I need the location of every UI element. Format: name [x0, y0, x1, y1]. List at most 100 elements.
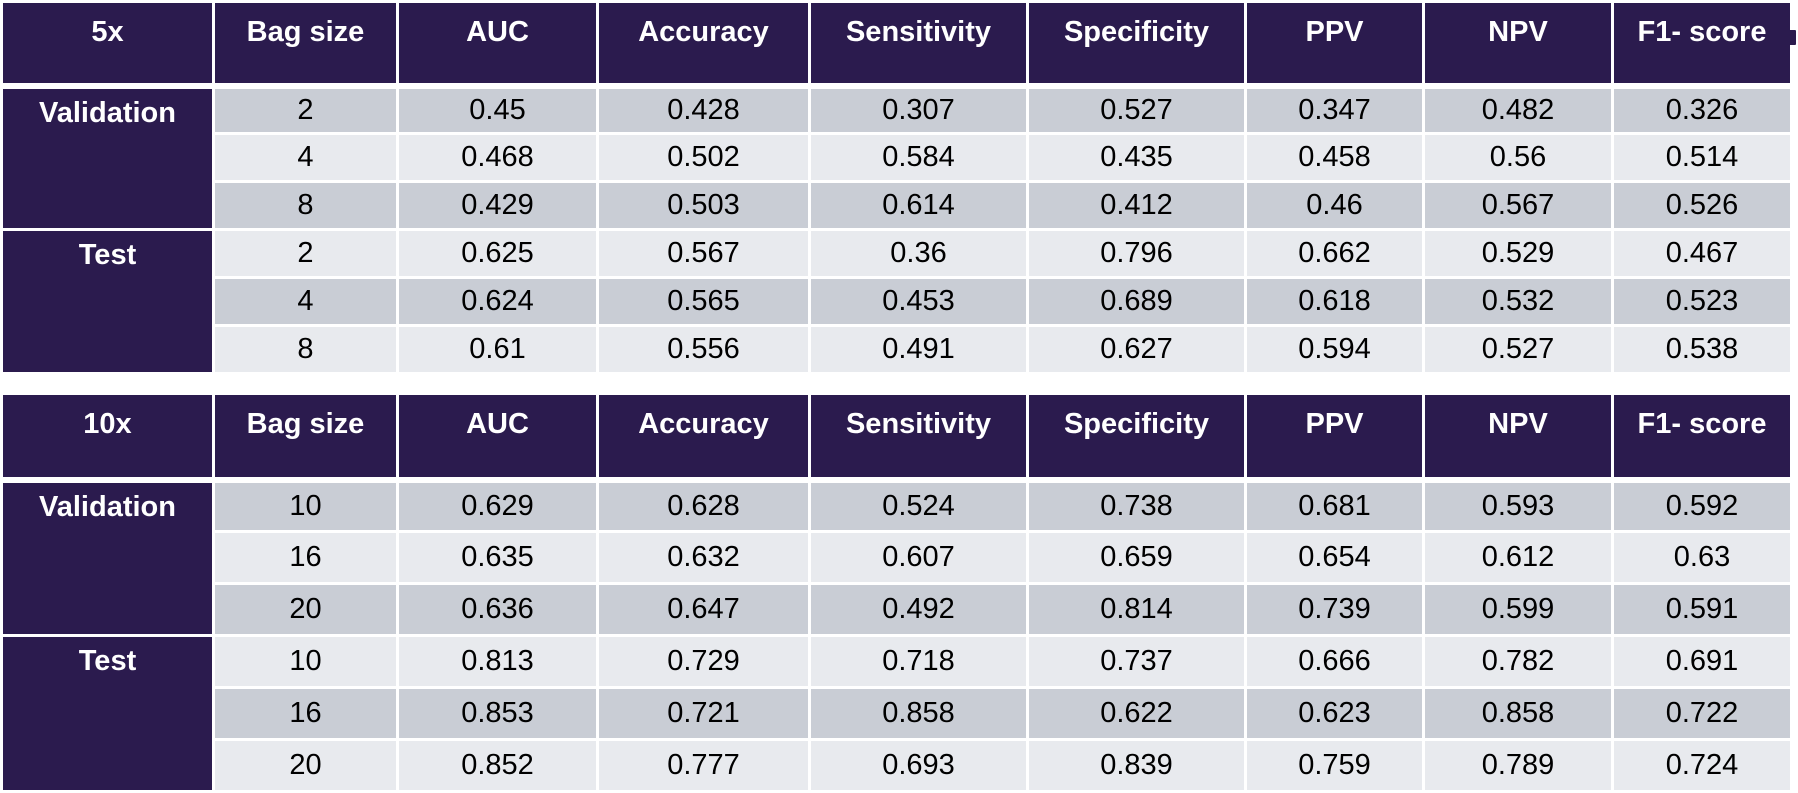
cell-npv: 0.782: [1422, 634, 1614, 689]
metrics-table-5x: 5x Bag size AUC Accuracy Sensitivity Spe…: [0, 0, 1793, 375]
cell-npv: 0.858: [1422, 686, 1614, 741]
cell-sensitivity: 0.492: [808, 582, 1029, 637]
cell-auc: 0.45: [396, 84, 599, 135]
cell-specificity: 0.622: [1026, 686, 1247, 741]
cell-accuracy: 0.502: [596, 132, 811, 183]
cell-bag-size: 4: [212, 132, 399, 183]
cell-sensitivity: 0.453: [808, 276, 1029, 327]
cell-bag-size: 16: [212, 530, 399, 585]
cell-ppv: 0.681: [1244, 478, 1425, 533]
cell-sensitivity: 0.607: [808, 530, 1029, 585]
col-header-f1-score: F1- score: [1611, 0, 1793, 89]
cell-auc: 0.629: [396, 478, 599, 533]
col-header-auc: AUC: [396, 0, 599, 89]
cell-specificity: 0.435: [1026, 132, 1247, 183]
cell-specificity: 0.738: [1026, 478, 1247, 533]
cell-sensitivity: 0.614: [808, 180, 1029, 231]
cell-auc: 0.635: [396, 530, 599, 585]
cell-bag-size: 8: [212, 324, 399, 375]
table-row: Validation 10 0.629 0.628 0.524 0.738 0.…: [0, 478, 1793, 637]
table-label: 10x: [0, 392, 215, 483]
group-label-test: Test: [0, 228, 215, 375]
cell-sensitivity: 0.584: [808, 132, 1029, 183]
table-row: 16 0.635 0.632 0.607 0.659 0.654 0.612 0…: [2, 530, 1793, 585]
cell-sensitivity: 0.693: [808, 738, 1029, 793]
col-header-ppv: PPV: [1244, 392, 1425, 483]
cell-auc: 0.625: [396, 228, 599, 279]
col-header-bag-size: Bag size: [212, 0, 399, 89]
cell-f1-score: 0.724: [1611, 738, 1793, 793]
cell-bag-size: 4: [212, 276, 399, 327]
cell-npv: 0.612: [1422, 530, 1614, 585]
cell-npv: 0.593: [1422, 478, 1614, 533]
cell-bag-size: 20: [212, 582, 399, 637]
col-header-sensitivity: Sensitivity: [808, 392, 1029, 483]
cell-f1-score: 0.63: [1611, 530, 1793, 585]
cell-auc: 0.813: [396, 634, 599, 689]
cell-f1-score: 0.514: [1611, 132, 1793, 183]
col-header-sensitivity: Sensitivity: [808, 0, 1029, 89]
col-header-f1-score: F1- score: [1611, 392, 1793, 483]
table-row: 16 0.853 0.721 0.858 0.622 0.623 0.858 0…: [2, 686, 1793, 741]
tables-divider-space: [0, 375, 1798, 392]
cell-f1-score: 0.526: [1611, 180, 1793, 231]
table-row: 4 0.624 0.565 0.453 0.689 0.618 0.532 0.…: [2, 276, 1793, 327]
cell-f1-score: 0.523: [1611, 276, 1793, 327]
cell-sensitivity: 0.36: [808, 228, 1029, 279]
cell-specificity: 0.737: [1026, 634, 1247, 689]
cell-specificity: 0.814: [1026, 582, 1247, 637]
cell-accuracy: 0.721: [596, 686, 811, 741]
table-row: 8 0.429 0.503 0.614 0.412 0.46 0.567 0.5…: [2, 180, 1793, 231]
cell-auc: 0.853: [396, 686, 599, 741]
cell-accuracy: 0.632: [596, 530, 811, 585]
table-row: 4 0.468 0.502 0.584 0.435 0.458 0.56 0.5…: [2, 132, 1793, 183]
table-row: 20 0.852 0.777 0.693 0.839 0.759 0.789 0…: [2, 738, 1793, 793]
cell-npv: 0.567: [1422, 180, 1614, 231]
cell-f1-score: 0.592: [1611, 478, 1793, 533]
cropped-edge-fragment: [1789, 30, 1796, 45]
cell-ppv: 0.618: [1244, 276, 1425, 327]
cell-ppv: 0.594: [1244, 324, 1425, 375]
cell-auc: 0.624: [396, 276, 599, 327]
cell-npv: 0.529: [1422, 228, 1614, 279]
col-header-npv: NPV: [1422, 392, 1614, 483]
cell-accuracy: 0.777: [596, 738, 811, 793]
cell-auc: 0.468: [396, 132, 599, 183]
group-label-test: Test: [0, 634, 215, 793]
col-header-bag-size: Bag size: [212, 392, 399, 483]
cell-f1-score: 0.467: [1611, 228, 1793, 279]
cell-specificity: 0.839: [1026, 738, 1247, 793]
cell-npv: 0.532: [1422, 276, 1614, 327]
cell-ppv: 0.654: [1244, 530, 1425, 585]
cell-bag-size: 2: [212, 84, 399, 135]
table-row: Test 2 0.625 0.567 0.36 0.796 0.662 0.52…: [0, 228, 1793, 375]
cell-f1-score: 0.722: [1611, 686, 1793, 741]
cell-specificity: 0.627: [1026, 324, 1247, 375]
cell-bag-size: 10: [212, 478, 399, 533]
cell-f1-score: 0.591: [1611, 582, 1793, 637]
table-row: Test 10 0.813 0.729 0.718 0.737 0.666 0.…: [0, 634, 1793, 793]
cell-npv: 0.56: [1422, 132, 1614, 183]
cell-bag-size: 2: [212, 228, 399, 279]
cell-ppv: 0.623: [1244, 686, 1425, 741]
col-header-npv: NPV: [1422, 0, 1614, 89]
table-row: 20 0.636 0.647 0.492 0.814 0.739 0.599 0…: [2, 582, 1793, 637]
header-row: 10x Bag size AUC Accuracy Sensitivity Sp…: [0, 392, 1793, 483]
cell-specificity: 0.412: [1026, 180, 1247, 231]
cell-npv: 0.789: [1422, 738, 1614, 793]
col-header-specificity: Specificity: [1026, 0, 1247, 89]
table-row: 8 0.61 0.556 0.491 0.627 0.594 0.527 0.5…: [2, 324, 1793, 375]
cell-bag-size: 10: [212, 634, 399, 689]
cell-accuracy: 0.428: [596, 84, 811, 135]
col-header-accuracy: Accuracy: [596, 392, 811, 483]
col-header-auc: AUC: [396, 392, 599, 483]
cell-ppv: 0.458: [1244, 132, 1425, 183]
cell-auc: 0.429: [396, 180, 599, 231]
cell-auc: 0.61: [396, 324, 599, 375]
cell-specificity: 0.796: [1026, 228, 1247, 279]
col-header-ppv: PPV: [1244, 0, 1425, 89]
cell-ppv: 0.46: [1244, 180, 1425, 231]
group-label-validation: Validation: [0, 84, 215, 231]
cell-bag-size: 20: [212, 738, 399, 793]
